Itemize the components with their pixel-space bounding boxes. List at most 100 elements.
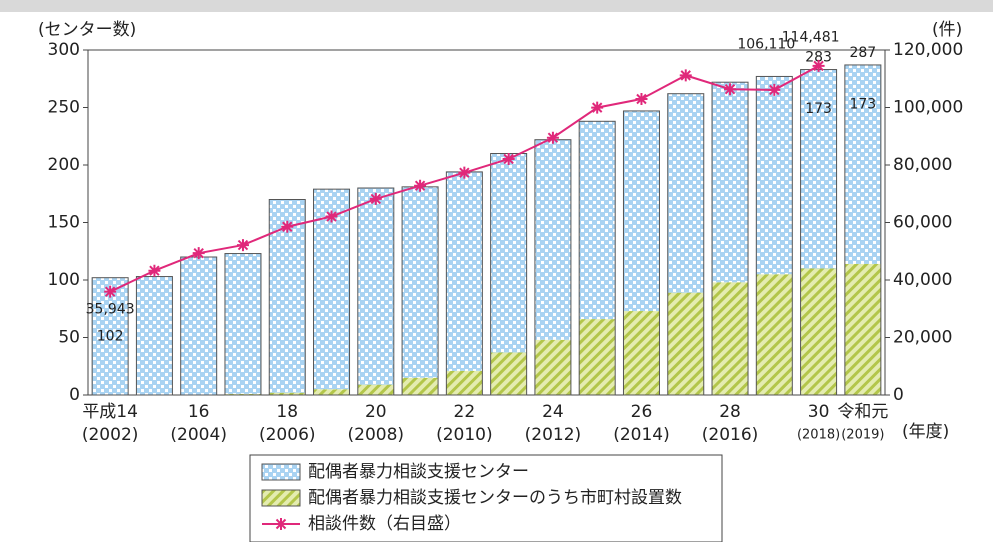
y-tick-label: 50 bbox=[58, 328, 80, 348]
x-tick-label: 22 bbox=[454, 402, 476, 422]
x-axis-label: (年度) bbox=[902, 422, 949, 442]
bar-segment bbox=[446, 370, 483, 395]
value-label: 173 bbox=[805, 101, 832, 117]
bar-outline bbox=[844, 64, 882, 396]
total-label: 283 bbox=[805, 50, 832, 66]
x-tick-year: (2006) bbox=[259, 425, 316, 445]
x-tick-label: 20 bbox=[365, 402, 387, 422]
bar-segment bbox=[357, 384, 394, 395]
y2-tick-label: 60,000 bbox=[893, 213, 952, 233]
x-tick-year: (2019) bbox=[841, 428, 884, 443]
value-label: 173 bbox=[849, 96, 876, 112]
line-marker bbox=[325, 210, 338, 223]
line-marker bbox=[812, 59, 825, 72]
x-tick-label: 24 bbox=[542, 402, 564, 422]
y-tick-label: 150 bbox=[48, 213, 80, 233]
legend-swatch bbox=[261, 463, 301, 481]
bar-outline bbox=[667, 93, 705, 396]
value-label: 114,481 bbox=[782, 30, 840, 46]
bar-segment bbox=[800, 69, 837, 269]
legend-swatch bbox=[261, 489, 301, 507]
x-tick-year: (2016) bbox=[702, 425, 759, 445]
line-marker bbox=[192, 247, 205, 260]
bar-segment bbox=[446, 171, 483, 371]
y-tick-label: 300 bbox=[48, 40, 80, 60]
y-tick-label: 0 bbox=[69, 385, 80, 405]
bar-segment bbox=[490, 153, 527, 353]
line-marker bbox=[768, 83, 781, 96]
y-tick-label: 250 bbox=[48, 98, 80, 118]
x-tick-label: 18 bbox=[276, 402, 298, 422]
line-marker bbox=[458, 166, 471, 179]
y-tick-label: 200 bbox=[48, 155, 80, 175]
bar-segment bbox=[180, 257, 217, 395]
bar-segment bbox=[844, 64, 881, 264]
x-tick-year: (2014) bbox=[613, 425, 670, 445]
legend-label: 配偶者暴力相談支援センター bbox=[308, 462, 529, 482]
line-marker bbox=[369, 192, 382, 205]
bar-segment bbox=[667, 93, 704, 293]
bar-segment bbox=[667, 292, 704, 395]
x-tick-year: (2002) bbox=[82, 425, 139, 445]
bar-segment bbox=[712, 82, 749, 283]
bar-outline bbox=[313, 188, 351, 396]
bar-segment bbox=[756, 76, 793, 275]
bar-segment bbox=[490, 352, 527, 395]
line-marker bbox=[148, 264, 161, 277]
line-marker bbox=[502, 152, 515, 165]
bar-segment bbox=[623, 110, 660, 312]
value-label: 35,943 bbox=[86, 302, 135, 318]
line-marker bbox=[546, 131, 559, 144]
line-marker bbox=[414, 179, 427, 192]
bar-segment bbox=[402, 186, 439, 378]
bar-segment bbox=[534, 139, 571, 340]
bar-outline bbox=[711, 81, 749, 396]
legend-marker bbox=[275, 518, 287, 530]
line-marker bbox=[724, 83, 737, 96]
bar-outline bbox=[755, 75, 793, 396]
bar-outline bbox=[578, 120, 616, 396]
line-marker bbox=[104, 285, 117, 298]
x-tick-label: 16 bbox=[188, 402, 210, 422]
x-tick-year: (2004) bbox=[170, 425, 227, 445]
y2-tick-label: 20,000 bbox=[893, 328, 952, 348]
bar-outline bbox=[357, 187, 395, 396]
bar-segment bbox=[579, 121, 616, 320]
y2-tick-label: 0 bbox=[893, 385, 904, 405]
y-tick-label: 100 bbox=[48, 270, 80, 290]
legend-label: 相談件数（右目盛） bbox=[308, 514, 461, 534]
bar-outline bbox=[224, 253, 262, 396]
bar-segment bbox=[402, 377, 439, 395]
x-tick-year: (2008) bbox=[348, 425, 405, 445]
x-tick-label: 令和元 bbox=[837, 402, 888, 422]
y2-tick-label: 40,000 bbox=[893, 270, 952, 290]
bar-segment bbox=[800, 268, 837, 395]
x-tick-label: 平成14 bbox=[82, 402, 138, 422]
x-tick-label: 30 bbox=[808, 402, 830, 422]
bar-segment bbox=[269, 392, 306, 395]
bar-segment bbox=[224, 393, 261, 395]
top-strip bbox=[0, 0, 993, 12]
bar-segment bbox=[224, 253, 261, 394]
total-label: 287 bbox=[849, 45, 876, 61]
value-label: 106,110 bbox=[737, 36, 795, 52]
bar-segment bbox=[313, 389, 350, 395]
bar-outline bbox=[622, 110, 660, 396]
x-tick-year: (2012) bbox=[525, 425, 582, 445]
bar-outline bbox=[268, 199, 306, 396]
y2-tick-label: 100,000 bbox=[893, 98, 963, 118]
y-axis-label: (センター数) bbox=[38, 20, 136, 40]
y2-tick-label: 120,000 bbox=[893, 40, 963, 60]
line-marker bbox=[236, 239, 249, 252]
line-marker bbox=[591, 101, 604, 114]
y2-axis-label: (件) bbox=[932, 20, 962, 40]
x-tick-year: (2010) bbox=[436, 425, 493, 445]
bar-segment bbox=[756, 274, 793, 395]
bar-segment bbox=[579, 319, 616, 395]
legend-label: 配偶者暴力相談支援センターのうち市町村設置数 bbox=[308, 488, 682, 508]
bar-segment bbox=[357, 188, 394, 385]
x-tick-label: 26 bbox=[631, 402, 653, 422]
bar-segment bbox=[623, 311, 660, 395]
